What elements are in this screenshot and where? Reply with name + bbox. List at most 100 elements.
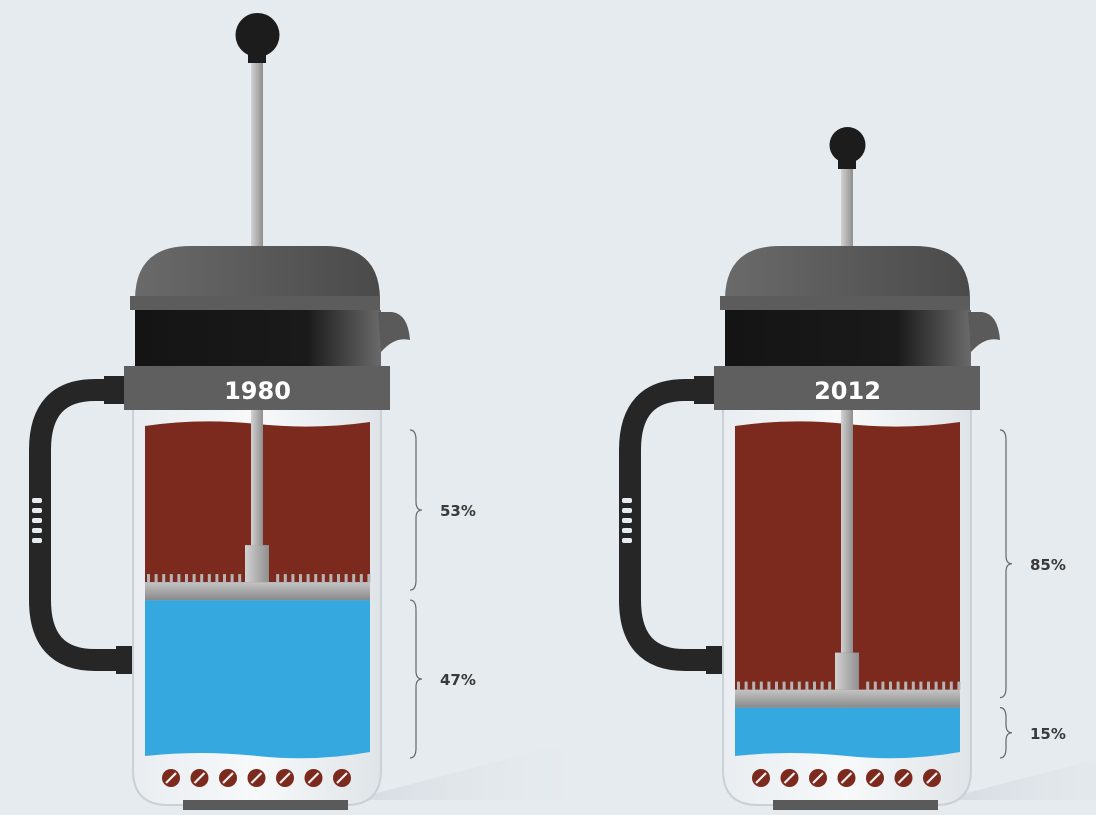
mesh-tooth: [314, 574, 318, 583]
base-foot: [773, 800, 938, 810]
handle-top-mount: [104, 376, 124, 404]
coffee-bean-icon: [219, 769, 237, 787]
mesh-tooth: [813, 681, 816, 690]
mesh-tooth: [306, 574, 310, 583]
mesh-tooth: [337, 574, 340, 583]
mesh-tooth: [752, 681, 756, 690]
data-label-1980-water: 47%: [440, 671, 476, 689]
plunger-plate: [145, 582, 370, 601]
mesh-tooth: [797, 681, 801, 690]
mesh-tooth: [177, 574, 181, 583]
collar: [135, 310, 381, 366]
brace-2012-water: [999, 707, 1013, 759]
coffee-bean-icon: [333, 769, 351, 787]
lid-dome: [725, 246, 970, 300]
mesh-tooth: [957, 681, 961, 690]
mesh-tooth: [934, 681, 938, 690]
plunger-sleeve: [835, 652, 859, 690]
handle-grip-ridge: [622, 518, 632, 523]
handle-grip-ridge: [32, 498, 42, 503]
handle-grip-ridge: [622, 538, 632, 543]
mesh-tooth: [169, 574, 173, 583]
mesh-tooth: [185, 574, 188, 583]
plunger-top-rod: [841, 163, 853, 250]
mesh-tooth: [942, 681, 946, 690]
mesh-tooth: [367, 574, 371, 583]
mesh-tooth: [299, 574, 302, 583]
mesh-tooth: [744, 681, 748, 690]
label-band: [714, 366, 980, 410]
brace-2012-brewed: [999, 429, 1013, 699]
mesh-tooth: [782, 681, 786, 690]
mesh-tooth: [329, 574, 333, 583]
mesh-tooth: [291, 574, 295, 583]
mesh-tooth: [759, 681, 763, 690]
knob: [235, 13, 280, 57]
lid-rim: [130, 296, 380, 310]
mesh-tooth: [828, 681, 832, 690]
mesh-tooth: [359, 574, 363, 583]
handle-grip-ridge: [622, 508, 632, 513]
handle-grip-ridge: [622, 498, 632, 503]
mesh-tooth: [215, 574, 219, 583]
press-2012: 2012 85% 15%: [619, 127, 1096, 810]
mesh-tooth: [276, 574, 280, 583]
coffee-bean-icon: [809, 769, 827, 787]
category-label-2012: 2012: [814, 377, 881, 405]
collar: [725, 310, 971, 366]
brace-1980-water: [409, 599, 423, 759]
coffee-bean-icon: [923, 769, 941, 787]
mesh-tooth: [911, 681, 915, 690]
coffee-bean-icon: [866, 769, 884, 787]
handle-bottom-mount: [706, 646, 724, 674]
data-label-2012-brewed: 85%: [1030, 556, 1066, 574]
mesh-tooth: [223, 574, 226, 583]
mesh-tooth: [866, 681, 870, 690]
coffee-bean-icon: [247, 769, 266, 787]
mesh-tooth: [873, 681, 877, 690]
lid-rim: [720, 296, 970, 310]
brace-1980-brewed: [409, 429, 423, 591]
mesh-tooth: [162, 574, 166, 583]
coffee-bean-icon: [894, 769, 913, 787]
spout: [378, 312, 410, 352]
spout: [968, 312, 1000, 352]
plunger-rod: [251, 400, 263, 546]
mesh-tooth: [352, 574, 356, 583]
press-1980: 1980 53% 47%: [29, 13, 600, 810]
mesh-tooth: [775, 681, 778, 690]
mesh-tooth: [790, 681, 794, 690]
handle-grip-ridge: [622, 528, 632, 533]
bar-segment-1980-water: [145, 600, 370, 759]
mesh-tooth: [147, 574, 150, 583]
handle-top-mount: [694, 376, 714, 404]
mesh-tooth: [344, 574, 348, 583]
mesh-tooth: [889, 681, 892, 690]
mesh-tooth: [881, 681, 885, 690]
data-label-2012-water: 15%: [1030, 725, 1066, 743]
mesh-tooth: [896, 681, 900, 690]
knob: [829, 127, 866, 163]
handle-grip-ridge: [32, 528, 42, 533]
plunger-sleeve: [245, 545, 269, 583]
handle-grip-ridge: [32, 518, 42, 523]
category-label-1980: 1980: [224, 377, 291, 405]
mesh-tooth: [904, 681, 908, 690]
plunger-rod: [841, 400, 853, 653]
label-band: [124, 366, 390, 410]
mesh-tooth: [154, 574, 158, 583]
bar-segment-2012-water: [735, 707, 960, 759]
coffee-bean-icon: [276, 769, 294, 787]
plunger-top-rod: [251, 57, 263, 250]
floor-shadow: [940, 759, 1096, 800]
lid-dome: [135, 246, 380, 300]
mesh-tooth: [283, 574, 287, 583]
coffee-bean-icon: [304, 769, 323, 787]
mesh-tooth: [805, 681, 809, 690]
mesh-tooth: [200, 574, 204, 583]
mesh-tooth: [230, 574, 234, 583]
mesh-tooth: [949, 681, 953, 690]
base-foot: [183, 800, 348, 810]
mesh-tooth: [820, 681, 824, 690]
